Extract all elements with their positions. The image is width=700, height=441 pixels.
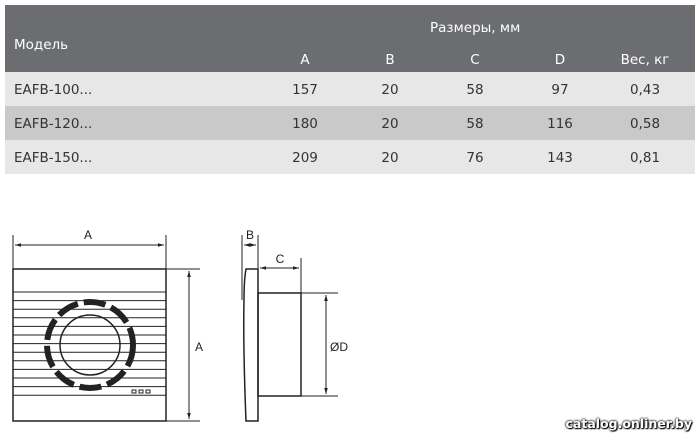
header-c: C — [470, 52, 480, 68]
label-c: C — [276, 252, 285, 266]
value-a: 180 — [292, 116, 318, 132]
header-dimensions-group: Размеры, мм — [430, 20, 521, 36]
value-c: 58 — [466, 116, 484, 132]
value-c: 76 — [466, 150, 484, 166]
table-row: EAFB-100... 157 20 58 97 0,43 — [5, 72, 695, 106]
value-c: 58 — [466, 82, 484, 98]
value-a: 157 — [292, 82, 318, 98]
fan-ring — [44, 299, 136, 391]
model-cell: EAFB-100... — [14, 82, 93, 98]
table-row: EAFB-120... 180 20 58 116 0,58 — [5, 106, 695, 140]
louvers — [13, 291, 166, 396]
model-cell: EAFB-120... — [14, 116, 93, 132]
header-b: B — [385, 52, 395, 68]
value-weight: 0,58 — [629, 116, 661, 132]
header-model: Модель — [14, 37, 69, 53]
label-front-width: A — [84, 228, 92, 242]
label-diameter: ØD — [330, 340, 348, 354]
label-front-height: A — [195, 340, 203, 354]
header-weight: Вес, кг — [620, 52, 670, 68]
model-cell: EAFB-150... — [14, 150, 93, 166]
header-d: D — [554, 52, 566, 68]
value-b: 20 — [381, 150, 399, 166]
header-a: A — [300, 52, 310, 68]
fan-hub — [59, 314, 121, 376]
value-a: 209 — [292, 150, 318, 166]
watermark: catalog.onliner.by — [565, 416, 692, 431]
side-view — [241, 235, 338, 422]
value-weight: 0,81 — [629, 150, 661, 166]
front-view — [12, 235, 200, 422]
label-b: B — [246, 228, 254, 242]
value-weight: 0,43 — [629, 82, 661, 98]
value-b: 20 — [381, 82, 399, 98]
indicator-dots — [131, 389, 151, 394]
value-d: 143 — [547, 150, 573, 166]
value-d: 97 — [551, 82, 569, 98]
table-row: EAFB-150... 209 20 76 143 0,81 — [5, 140, 695, 174]
value-d: 116 — [547, 116, 573, 132]
value-b: 20 — [381, 116, 399, 132]
table-header: Модель Размеры, мм A B C D Вес, кг — [5, 5, 695, 72]
dimensions-table: Модель Размеры, мм A B C D Вес, кг EAFB-… — [5, 5, 695, 174]
